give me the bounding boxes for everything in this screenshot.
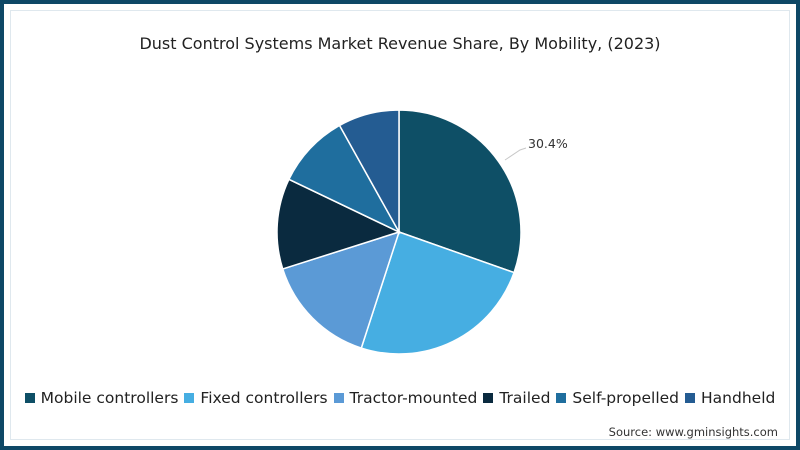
legend-label: Handheld bbox=[701, 389, 776, 407]
legend-item-self-propelled: Self-propelled bbox=[556, 389, 679, 407]
pie-slice-fixed-controllers bbox=[360, 231, 515, 355]
pie-slice-mobile-controllers bbox=[398, 109, 522, 274]
pie-slice-handheld bbox=[338, 109, 400, 235]
legend-item-tractor-mounted: Tractor-mounted bbox=[333, 389, 478, 407]
legend-label: Mobile controllers bbox=[40, 389, 179, 407]
legend-label: Tractor-mounted bbox=[349, 389, 478, 407]
legend-item-fixed-controllers: Fixed controllers bbox=[184, 389, 328, 407]
legend-swatch bbox=[184, 393, 195, 403]
chart-title: Dust Control Systems Market Revenue Shar… bbox=[139, 34, 661, 53]
legend-swatch bbox=[483, 393, 494, 403]
pie-slices bbox=[276, 109, 522, 355]
label-leader-line bbox=[504, 147, 527, 161]
legend-swatch bbox=[685, 393, 696, 403]
legend-swatch bbox=[24, 393, 35, 403]
legend-item-handheld: Handheld bbox=[685, 389, 775, 407]
slice-label-mobile-controllers: 30.4% bbox=[528, 136, 568, 151]
legend-swatch bbox=[556, 393, 567, 403]
legend-label: Self-propelled bbox=[572, 389, 680, 407]
legend-swatch bbox=[333, 393, 344, 403]
legend-label: Trailed bbox=[499, 389, 551, 407]
legend-label: Fixed controllers bbox=[200, 389, 328, 407]
pie-slice-tractor-mounted bbox=[281, 230, 401, 349]
legend-item-trailed: Trailed bbox=[483, 389, 550, 407]
pie-slice-trailed bbox=[276, 178, 402, 270]
pie-slice-self-propelled bbox=[287, 124, 401, 234]
chart-inner-border bbox=[10, 10, 790, 440]
chart-legend: Mobile controllers Fixed controllers Tra… bbox=[0, 389, 800, 407]
legend-item-mobile-controllers: Mobile controllers bbox=[24, 389, 179, 407]
source-note: Source: www.gminsights.com bbox=[608, 425, 778, 439]
